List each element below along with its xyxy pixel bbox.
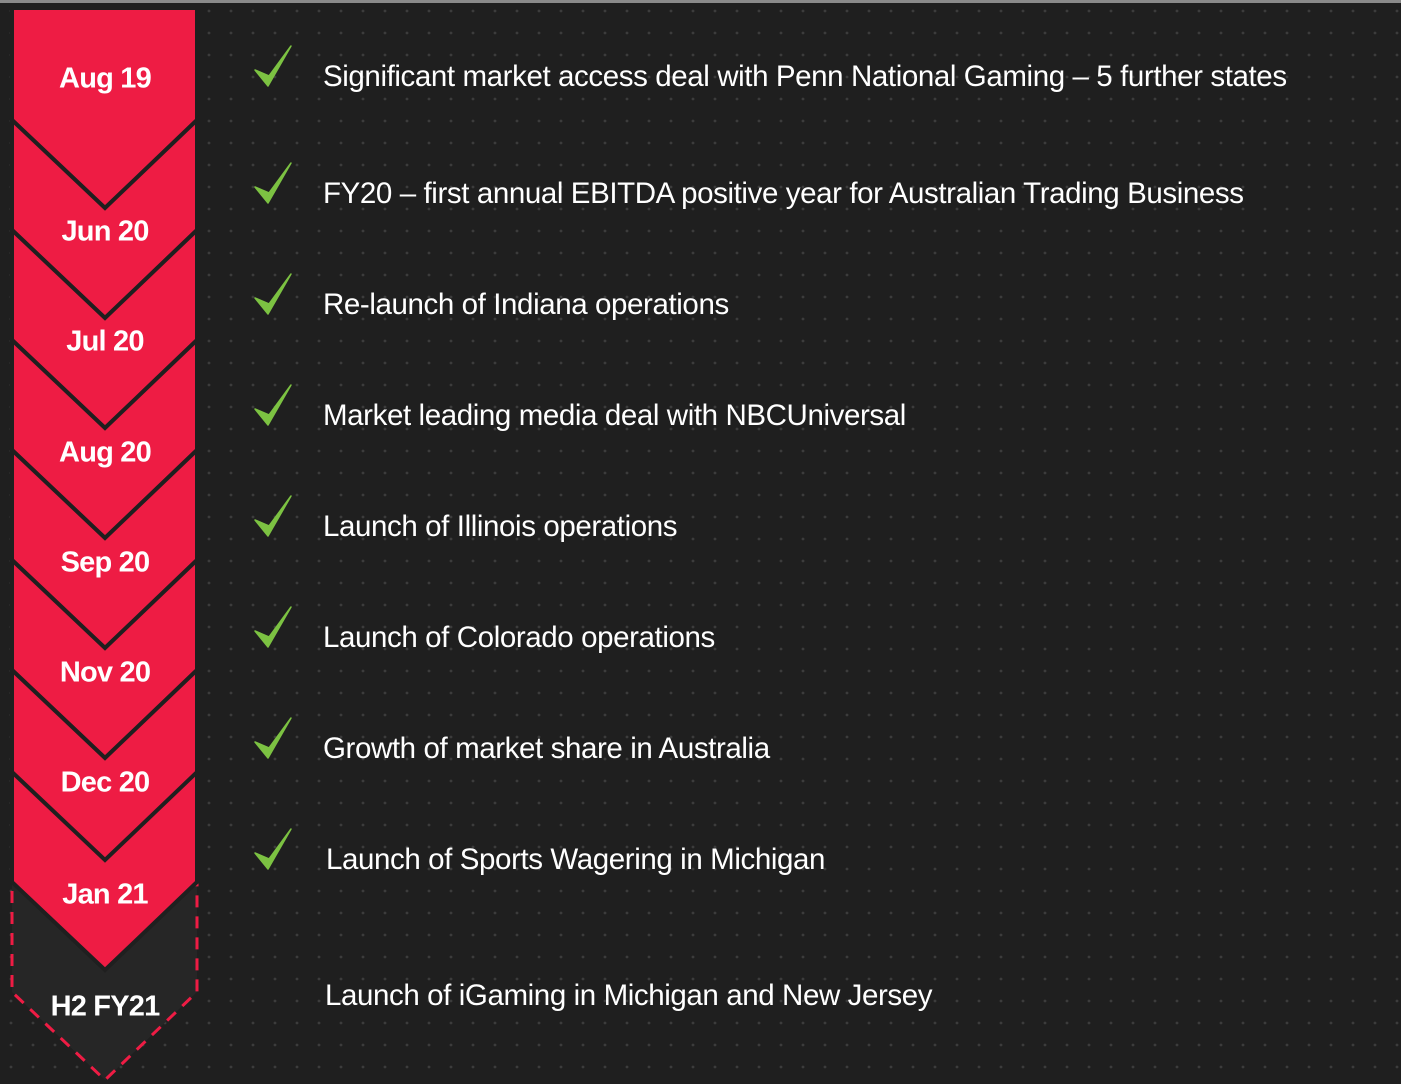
milestone-text: Significant market access deal with Penn…: [323, 60, 1287, 93]
milestone-date: Sep 20: [61, 547, 150, 579]
top-rule: [0, 0, 1401, 3]
milestone-text: Re-launch of Indiana operations: [323, 288, 729, 321]
check-icon: [254, 717, 292, 759]
check-icon: [254, 495, 292, 537]
milestone-text: Launch of Illinois operations: [323, 510, 677, 543]
milestone-chevron: [10, 767, 199, 973]
check-icon: [254, 606, 292, 648]
milestone-date: Aug 19: [59, 63, 152, 95]
milestone-text: FY20 – first annual EBITDA positive year…: [323, 177, 1244, 210]
milestone-date: Aug 20: [59, 437, 151, 469]
labels: Aug 19 Significant market access deal wit…: [51, 45, 1287, 1023]
upcoming-text: Launch of iGaming in Michigan and New Je…: [325, 979, 933, 1012]
milestone-date: Nov 20: [60, 657, 150, 689]
milestone-text: Launch of Sports Wagering in Michigan: [326, 843, 825, 876]
chevron-column: [10, 6, 199, 1083]
milestone-date: Dec 20: [61, 767, 150, 799]
milestone-date: Jun 20: [61, 216, 148, 248]
check-icon: [254, 828, 292, 870]
check-icon: [254, 45, 292, 87]
milestone-text: Launch of Colorado operations: [323, 621, 715, 654]
milestone-text: Market leading media deal with NBCUniver…: [323, 399, 906, 432]
milestone-date: Jul 20: [66, 326, 143, 358]
check-icon: [254, 273, 292, 315]
milestone-text: Growth of market share in Australia: [323, 732, 771, 765]
upcoming-date: H2 FY21: [51, 991, 161, 1023]
check-icon: [254, 384, 292, 426]
milestone-date: Jan 21: [62, 879, 148, 911]
check-icon: [254, 162, 292, 204]
